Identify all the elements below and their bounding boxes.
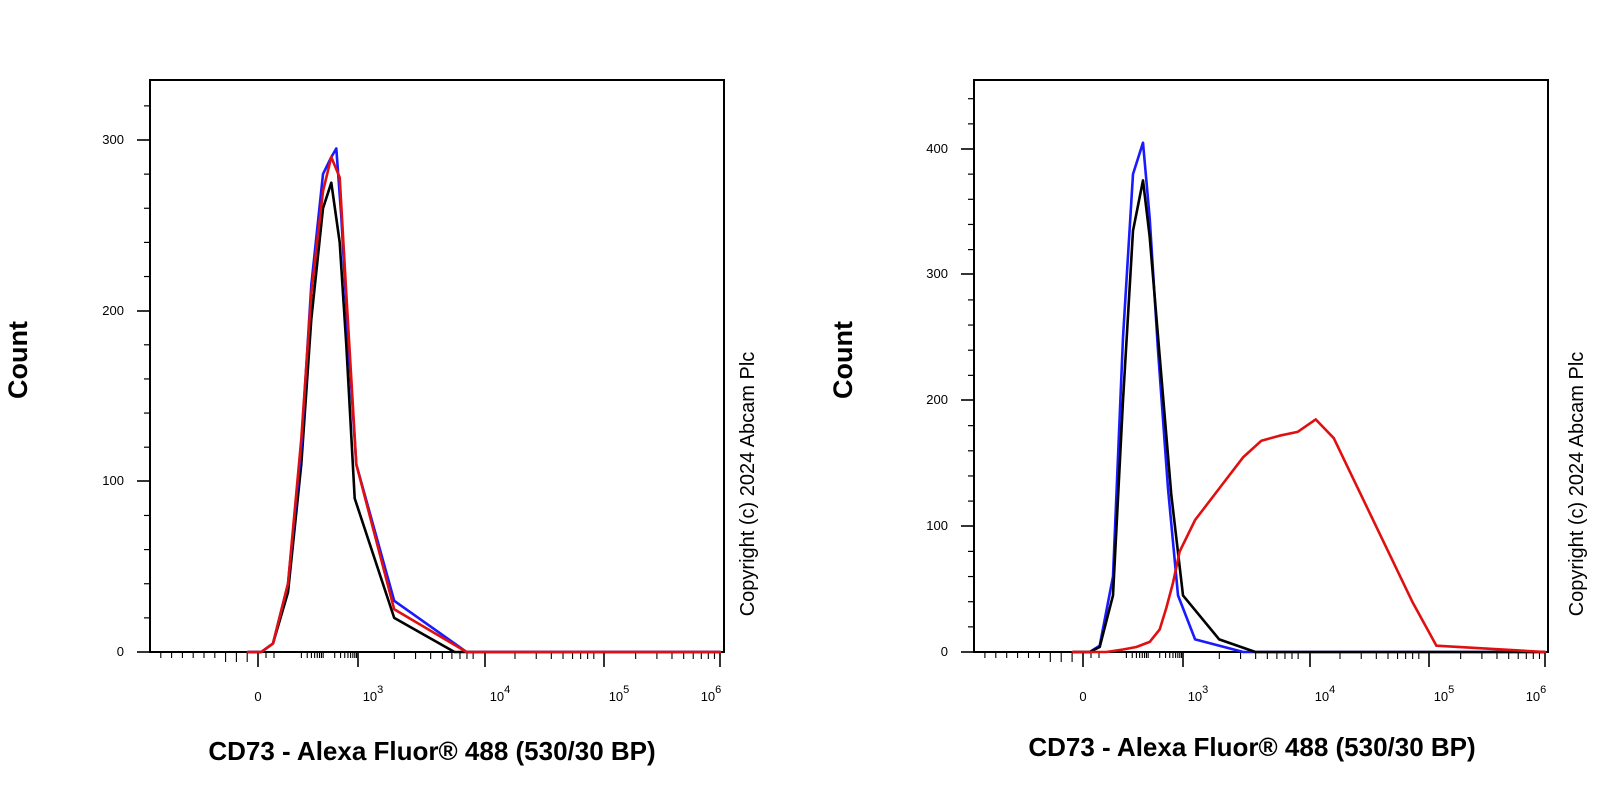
y-tick-label: 100 [102,473,124,488]
series-line-red [1071,418,1547,654]
x-tick-label: 104 [490,684,511,704]
y-tick-label: 200 [102,303,124,318]
histogram-panel-left: Count CD73 - Alexa Fluor® 488 (530/30 BP… [3,79,759,766]
y-tick-label: 400 [926,141,948,156]
y-axis: 0 100 200 300 [102,105,150,659]
x-tick-label: 105 [609,684,630,704]
y-tick-label: 0 [117,644,124,659]
x-tick-label: 103 [363,684,384,704]
series-line-black [246,181,722,654]
y-tick-label: 100 [926,518,948,533]
series-layer [246,147,722,654]
plot-frame [973,79,1549,653]
y-axis-label: Count [828,321,858,399]
histogram-panel-right: Count CD73 - Alexa Fluor® 488 (530/30 BP… [828,79,1588,762]
y-axis: 0 100 200 300 400 [926,98,974,659]
y-minor-ticks [144,105,150,619]
x-axis: 0 103 104 105 106 [160,652,722,704]
y-tick-label: 300 [926,266,948,281]
x-tick-label: 103 [1188,684,1209,704]
x-axis: 0 103 104 105 106 [984,652,1547,704]
x-axis-label: CD73 - Alexa Fluor® 488 (530/30 BP) [1028,732,1475,762]
y-minor-ticks [968,98,974,628]
copyright-text: Copyright (c) 2024 Abcam Plc [1566,352,1588,617]
plot-frame [149,79,725,653]
y-tick-label: 300 [102,132,124,147]
x-minor-ticks [984,652,1541,662]
y-tick-label: 0 [941,644,948,659]
y-axis-label: Count [3,321,33,399]
x-axis-label: CD73 - Alexa Fluor® 488 (530/30 BP) [208,736,655,766]
y-tick-label: 200 [926,392,948,407]
x-tick-label: 104 [1315,684,1336,704]
x-tick-label: 106 [1526,684,1547,704]
x-tick-label: 0 [254,689,261,704]
x-tick-label: 105 [1434,684,1455,704]
x-minor-ticks [160,652,716,662]
series-line-blue [1071,141,1547,654]
series-line-black [1071,179,1547,654]
series-layer [1071,141,1547,654]
series-line-red [246,155,722,654]
copyright-text: Copyright (c) 2024 Abcam Plc [737,352,759,617]
x-tick-label: 0 [1079,689,1086,704]
x-tick-label: 106 [701,684,722,704]
